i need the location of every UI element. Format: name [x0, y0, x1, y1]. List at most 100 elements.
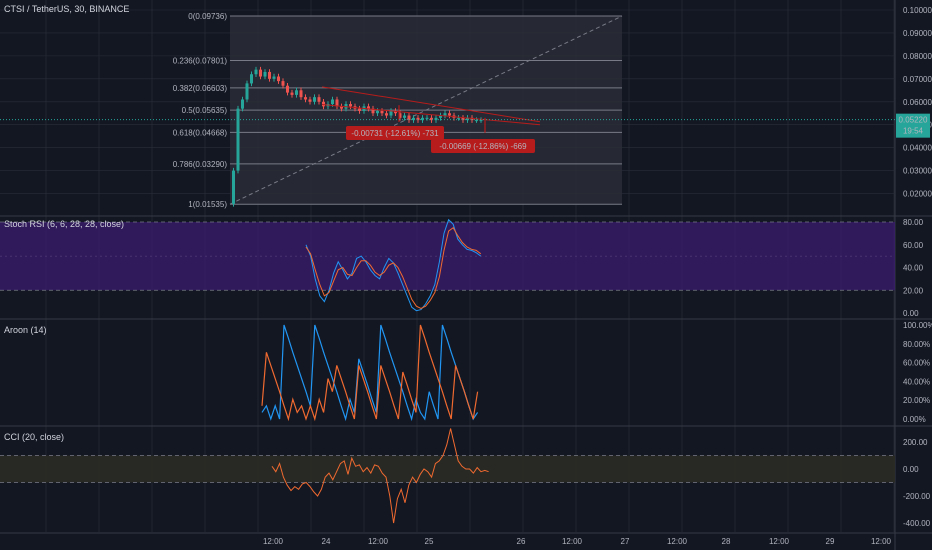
price-tick-label: 0.09000	[903, 29, 932, 38]
fib-level-label: 0.618(0.04668)	[173, 128, 228, 137]
fib-level-label: 1(0.01535)	[188, 200, 227, 209]
candle-body	[299, 90, 303, 98]
candle-body	[304, 97, 307, 100]
current-price-tag: 0.05220 19:54	[896, 113, 930, 138]
candle-body	[412, 117, 415, 121]
time-axis-label: 28	[722, 537, 731, 546]
time-axis-label: 26	[517, 537, 526, 546]
time-axis-label: 12:00	[263, 537, 284, 546]
measure-label-text: -0.00669 (-12.86%) -669	[439, 142, 527, 151]
aroon-tick-label: 100.00%	[903, 321, 932, 330]
candle-body	[461, 117, 465, 121]
stoch-rsi-title: Stoch RSI (6, 6, 28, 28, close)	[4, 219, 124, 229]
candle-body	[340, 106, 343, 109]
time-axis-label: 12:00	[667, 537, 688, 546]
stoch-rsi-tick-label: 40.00	[903, 264, 924, 273]
aroon-up-line	[261, 324, 479, 422]
candle-body	[398, 113, 402, 118]
aroon-tick-label: 40.00%	[903, 377, 930, 386]
candle-body	[394, 110, 397, 114]
measure-label-bg	[431, 139, 535, 153]
stoch-rsi-d-line	[305, 226, 482, 309]
time-axis-label: 12:00	[769, 537, 790, 546]
price-tick-label: 0.10000	[903, 6, 932, 15]
stoch-rsi-tick-label: 80.00	[903, 218, 924, 227]
cci-line	[271, 428, 489, 524]
candle-body	[448, 113, 451, 116]
candle-body	[376, 110, 379, 114]
bar-countdown: 19:54	[903, 127, 924, 136]
price-tick-label: 0.03000	[903, 167, 932, 176]
aroon-tick-label: 60.00%	[903, 359, 930, 368]
candle-body	[416, 117, 420, 121]
candle-body	[268, 71, 271, 79]
candle-body	[331, 99, 334, 105]
candle-body	[349, 104, 352, 107]
fib-level-label: 0(0.09736)	[188, 12, 227, 21]
measure-label-1[interactable]: -0.00731 (-12.61%) -731	[346, 126, 444, 140]
candle-body	[470, 117, 474, 121]
time-axis-label: 12:00	[562, 537, 583, 546]
measure-label-text: -0.00731 (-12.61%) -731	[351, 129, 439, 138]
candle-body	[241, 99, 244, 109]
measure-label-bg	[346, 126, 444, 140]
time-axis-label: 27	[621, 537, 630, 546]
candle-body	[430, 117, 433, 121]
cci-tick-label: 0.00	[903, 465, 919, 474]
candle-body	[286, 85, 289, 93]
time-axis-label: 12:00	[871, 537, 892, 546]
wedge-upper-line[interactable]	[321, 86, 541, 123]
candle-body	[425, 117, 429, 119]
wedge-lower-line[interactable]	[321, 104, 541, 126]
fib-trend-line[interactable]	[229, 15, 623, 205]
aroon-title: Aroon (14)	[4, 325, 47, 335]
aroon-tick-label: 80.00%	[903, 340, 930, 349]
aroon-down-line	[261, 324, 479, 422]
candle-body	[254, 69, 258, 75]
candle-body	[250, 74, 253, 84]
candle-body	[290, 92, 294, 95]
price-tick-label: 0.08000	[903, 52, 932, 61]
candle-body	[443, 113, 447, 116]
stoch-rsi-tick-label: 0.00	[903, 309, 919, 318]
candle-body	[403, 115, 406, 118]
cci-tick-label: 200.00	[903, 438, 928, 447]
cci-band	[0, 455, 895, 483]
candle-body	[457, 117, 460, 119]
candle-body	[434, 117, 438, 121]
time-axis-label: 24	[322, 537, 331, 546]
candle-body	[236, 108, 240, 171]
price-tick-label: 0.07000	[903, 75, 932, 84]
aroon-tick-label: 20.00%	[903, 396, 930, 405]
current-price-value: 0.05220	[899, 116, 928, 125]
candle-body	[466, 117, 469, 121]
aroon-tick-label: 0.00%	[903, 415, 926, 424]
candle-body	[367, 106, 370, 109]
fib-level-label: 0.786(0.03290)	[173, 160, 228, 169]
candle-body	[295, 90, 298, 95]
candle-body	[277, 76, 280, 82]
candle-body	[407, 115, 411, 121]
stoch-rsi-tick-label: 60.00	[903, 241, 924, 250]
cci-title: CCI (20, close)	[4, 432, 64, 442]
candle-body	[380, 110, 384, 114]
measure-label-2[interactable]: -0.00669 (-12.86%) -669	[431, 139, 535, 153]
cci-tick-label: -200.00	[903, 492, 931, 501]
candle-body	[317, 97, 321, 102]
candle-body	[335, 99, 339, 107]
candle-body	[245, 83, 249, 100]
candle-body	[479, 120, 483, 122]
candle-body	[322, 101, 325, 107]
time-axis-label: 29	[826, 537, 835, 546]
candle-body	[232, 170, 235, 204]
time-axis-label: 25	[425, 537, 434, 546]
fib-level-label: 0.236(0.07801)	[173, 56, 228, 65]
price-tick-label: 0.02000	[903, 190, 932, 199]
candle-body	[475, 120, 478, 122]
time-axis-label: 12:00	[368, 537, 389, 546]
fib-level-label: 0.382(0.06603)	[173, 84, 228, 93]
cci-tick-label: -400.00	[903, 519, 931, 528]
symbol-title: CTSI / TetherUS, 30, BINANCE	[4, 4, 129, 14]
price-tick-label: 0.06000	[903, 98, 932, 107]
